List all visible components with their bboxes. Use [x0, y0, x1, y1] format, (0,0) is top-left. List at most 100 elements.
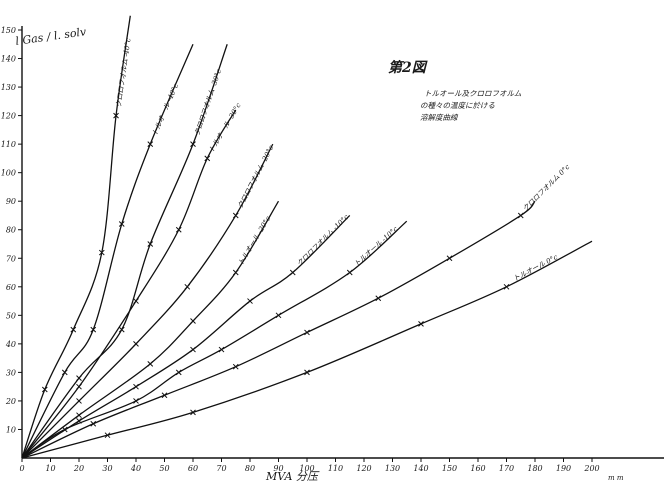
x-tick-label: 60 [188, 464, 198, 473]
data-point-marker [175, 369, 182, 376]
x-tick-label: 90 [273, 464, 283, 473]
data-point-marker [113, 112, 119, 119]
data-point-marker [76, 398, 82, 404]
series-label-5: クロロフオルム -20°c [236, 144, 275, 210]
y-tick-label: 80 [6, 226, 16, 235]
data-point-marker [418, 321, 424, 327]
x-tick-label: 100 [299, 464, 314, 473]
data-point-marker [161, 392, 168, 399]
series-label-6: トルオール -20°c [237, 215, 273, 267]
data-point-marker [204, 155, 211, 162]
data-point-marker [61, 369, 68, 376]
data-point-marker [118, 326, 125, 333]
y-tick-label: 100 [1, 169, 16, 178]
data-point-marker [98, 249, 105, 256]
data-point-marker [375, 295, 382, 302]
data-point-marker [104, 432, 111, 439]
series-label-10: トルオール 0°c [512, 253, 559, 283]
x-tick-label: 180 [527, 464, 542, 473]
y-tick-label: 60 [6, 283, 16, 292]
x-tick-label: 0 [19, 464, 24, 473]
x-tick-label: 190 [556, 464, 571, 473]
chart-subtitle-line-1: トルオール及クロロフオルム [424, 89, 522, 98]
series-label-9: クロロフオルム 0°c [521, 163, 571, 213]
data-point-marker [133, 398, 139, 404]
data-point-marker [76, 383, 82, 390]
chart-title: 第2図 [388, 59, 428, 76]
chart-subtitle-line-3: 溶解度曲線 [420, 113, 459, 122]
series-label-7: クロロフオルム -10°c [295, 213, 350, 268]
data-point-marker [190, 141, 196, 147]
data-point-marker [275, 312, 282, 319]
series-curve-4 [21, 109, 237, 459]
data-point-marker [175, 226, 182, 233]
x-tick-label: 40 [130, 464, 141, 473]
data-point-marker [232, 212, 239, 219]
data-point-marker [304, 369, 310, 376]
x-tick-label: 200 [583, 464, 599, 473]
data-point-marker [133, 341, 139, 347]
data-point-marker [90, 326, 97, 333]
y-tick-label: 70 [6, 254, 16, 263]
series-curve-2 [21, 44, 194, 459]
y-tick-label: 20 [5, 397, 16, 406]
x-tick-label: 120 [356, 464, 371, 473]
y-tick-label: 30 [6, 368, 16, 377]
x-tick-label: 80 [245, 464, 255, 473]
y-tick-label: 140 [1, 55, 16, 64]
x-tick-label: 160 [470, 464, 485, 473]
y-tick-label: 110 [1, 140, 16, 149]
data-point-marker [190, 346, 196, 353]
x-axis-unit: m m [608, 474, 624, 482]
series-label-4: トルオール -30°c [207, 102, 242, 154]
data-point-marker [118, 221, 125, 227]
data-point-marker [76, 412, 82, 419]
data-point-marker [41, 386, 48, 393]
y-tick-label: 10 [6, 425, 16, 434]
data-point-marker [346, 269, 353, 276]
series-curve-9 [21, 200, 536, 459]
series-label-1: クロロフオルム -40°c [115, 38, 133, 108]
data-point-marker [184, 283, 191, 290]
x-tick-label: 110 [328, 464, 343, 473]
data-point-marker [90, 420, 97, 427]
data-point-marker [70, 326, 77, 333]
y-axis-label: l Gas / l. solv [15, 25, 88, 48]
data-point-marker [503, 283, 510, 290]
data-point-marker [76, 375, 82, 381]
data-point-marker [289, 269, 296, 276]
x-tick-label: 140 [413, 464, 428, 473]
x-axis-label: MVA 分压 [265, 470, 320, 483]
y-tick-label: 50 [6, 311, 16, 320]
x-tick-label: 10 [45, 464, 55, 473]
y-tick-label: 90 [6, 197, 16, 206]
series-label-8: トルオール -10°c [353, 225, 400, 268]
series-label-2: トルオール -40°c [151, 82, 180, 137]
series-curve-6 [21, 200, 280, 459]
x-tick-label: 130 [385, 464, 400, 473]
x-tick-label: 70 [216, 464, 226, 473]
data-point-marker [61, 426, 68, 433]
y-tick-label: 120 [1, 112, 16, 121]
ticks: 0 10 20 30 40 50 60 70 80 90 100 110 120 130 140 150 160… [1, 26, 600, 473]
data-point-marker [147, 241, 154, 247]
data-point-marker [232, 269, 239, 276]
data-point-marker [147, 141, 154, 147]
data-point-marker [190, 318, 196, 324]
data-point-marker [133, 298, 139, 304]
data-point-marker [304, 329, 310, 336]
y-tick-label: 150 [1, 26, 16, 35]
x-tick-label: 30 [102, 464, 112, 473]
data-point-marker [147, 360, 154, 367]
curves [21, 15, 593, 459]
y-tick-label: 40 [5, 340, 16, 349]
data-point-marker [247, 298, 253, 304]
data-point-marker [517, 212, 524, 219]
x-tick-label: 20 [73, 464, 84, 473]
data-point-marker [133, 383, 139, 390]
chart-subtitle-line-2: の種々の温度に於ける [420, 101, 495, 110]
series-curve-8 [21, 220, 408, 459]
data-point-marker [190, 409, 196, 416]
